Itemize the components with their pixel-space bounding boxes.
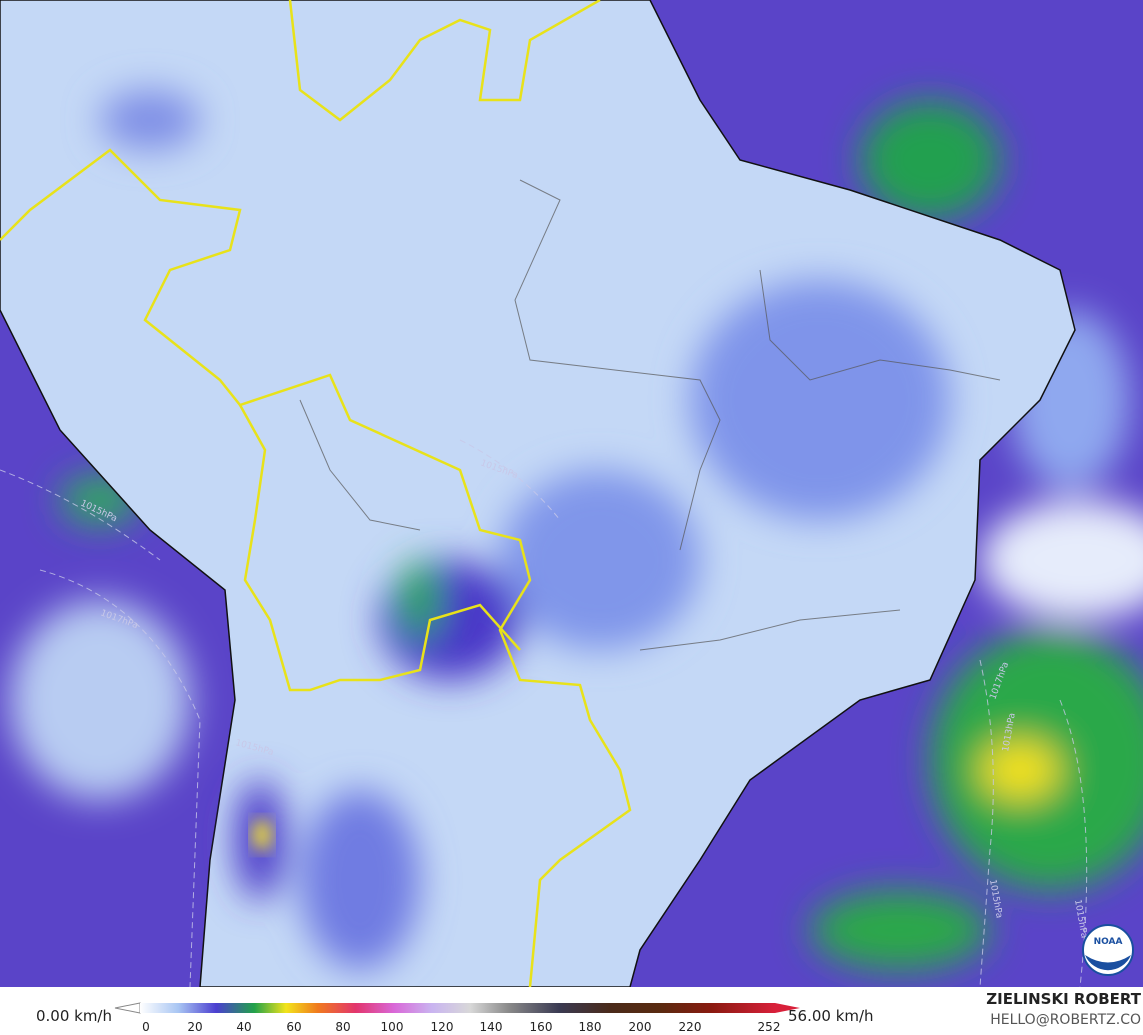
colorbar-tick-label: 120	[431, 1020, 454, 1034]
state-lines	[299, 179, 1001, 651]
colorbar-tick-label: 220	[679, 1020, 702, 1034]
credit-name: ZIELINSKI ROBERT	[986, 990, 1141, 1008]
colorbar-max-label: 56.00 km/h	[788, 1007, 874, 1025]
colorbar-tick-label: 200	[629, 1020, 652, 1034]
credit-email: HELLO@ROBERTZ.CO	[990, 1012, 1141, 1028]
map	[0, 0, 1143, 987]
wind-field	[10, 100, 1143, 970]
colorbar	[140, 1003, 775, 1013]
colorbar-tick-label: 252	[758, 1020, 781, 1034]
colorbar-tick-label: 160	[530, 1020, 553, 1034]
max-wind	[252, 819, 272, 851]
colorbar-tick-label: 80	[335, 1020, 350, 1034]
colorbar-min-label: 0.00 km/h	[36, 1007, 112, 1025]
land-wind	[100, 90, 950, 970]
colorbar-tick-label: 140	[480, 1020, 503, 1034]
colorbar-tick-label: 0	[142, 1020, 150, 1034]
colorbar-tick-label: 60	[286, 1020, 301, 1034]
colorbar-max-arrow	[775, 1003, 800, 1013]
colorbar-tick-label: 40	[236, 1020, 251, 1034]
colorbar-tick-label: 180	[579, 1020, 602, 1034]
borders	[0, 0, 632, 987]
colorbar-tick-label: 100	[381, 1020, 404, 1034]
logo-text: NOAA	[1094, 937, 1123, 947]
noaa-logo: NOAA	[1082, 924, 1134, 976]
colorbar-tick-label: 20	[187, 1020, 202, 1034]
